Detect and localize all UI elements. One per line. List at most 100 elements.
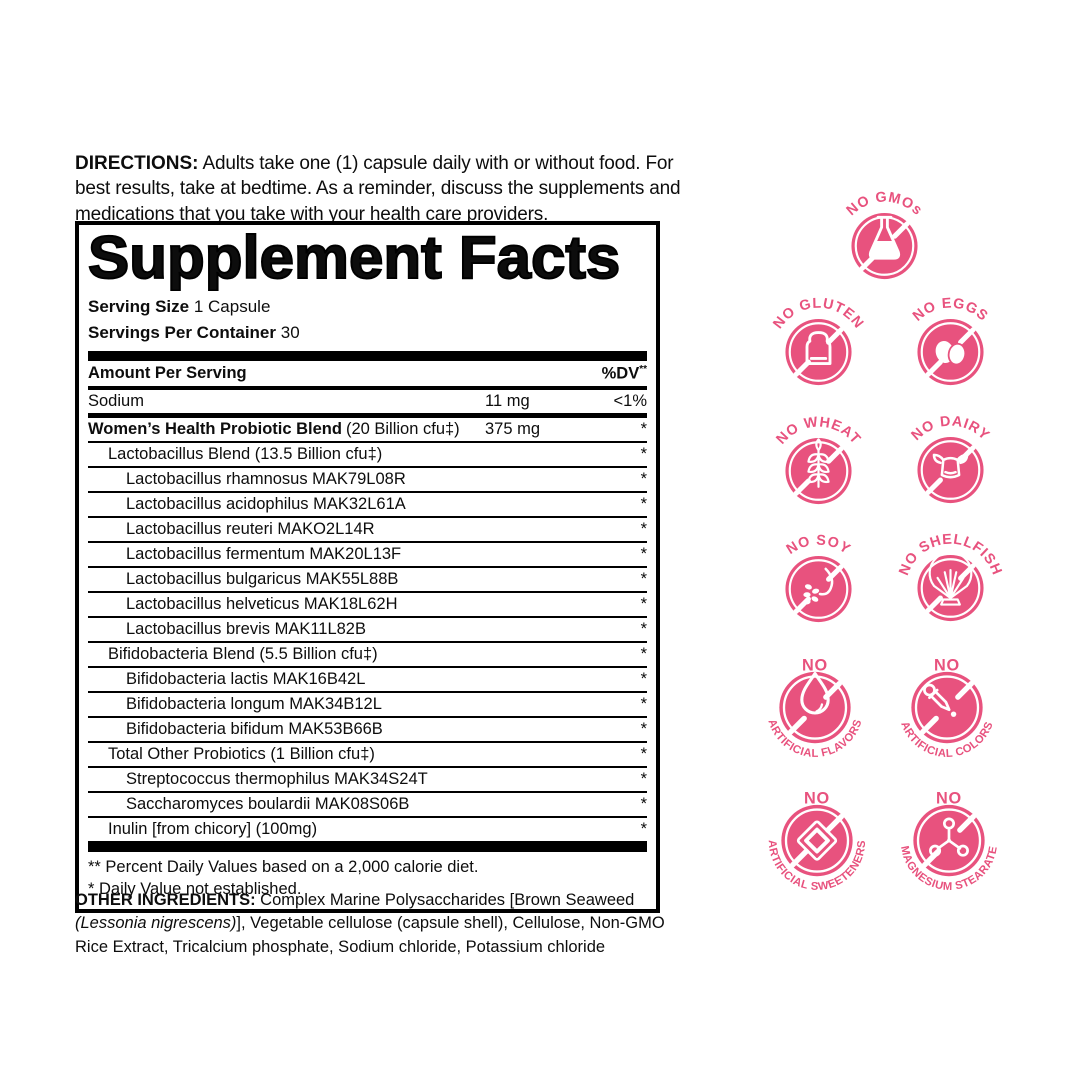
dv-value: * <box>640 595 647 614</box>
badge-arc-label: NO SOY <box>784 532 853 557</box>
table-row: Lactobacillus Blend (13.5 Billion cfu‡) … <box>88 441 647 466</box>
dv-value: <1% <box>613 392 647 411</box>
dv-value: * <box>640 670 647 689</box>
other-ingredients-text: ], Vegetable cellulose (capsule shell), … <box>75 914 665 957</box>
other-ingredients-label: OTHER INGREDIENTS: <box>75 890 256 909</box>
dv-value: * <box>640 820 647 839</box>
droplet-icon <box>800 671 830 715</box>
directions-text: Adults take one (1) capsule daily with o… <box>75 153 681 225</box>
table-row: Bifidobacteria lactis MAK16B42L * <box>88 666 647 691</box>
serving-size-label: Serving Size <box>88 297 190 316</box>
servings-per-container-value: 30 <box>280 323 300 343</box>
table-row: Bifidobacteria Blend (5.5 Billion cfu‡) … <box>88 641 647 666</box>
thick-divider <box>88 841 647 853</box>
svg-text:NO SOY: NO SOY <box>784 532 854 557</box>
badge-no-artificial-flavors: NO ARTIFICIAL FLAVORS <box>765 656 864 760</box>
ingredient-name: Streptococcus thermophilus MAK34S24T <box>126 770 428 789</box>
table-row: Lactobacillus fermentum MAK20L13F * <box>88 541 647 566</box>
supplement-facts-title: Supplement Facts <box>87 224 621 291</box>
eggs-icon <box>935 340 967 366</box>
dv-value: * <box>640 420 647 439</box>
footnote: * Daily Value not established. <box>88 879 302 898</box>
serving-size-value: 1 Capsule <box>193 297 271 316</box>
molecule-icon <box>929 817 969 857</box>
dv-value: * <box>640 570 647 589</box>
table-row: Bifidobacteria bifidum MAK53B66B * <box>88 716 647 741</box>
eyedropper-icon <box>923 683 957 717</box>
table-row: Lactobacillus helveticus MAK18L62H * <box>88 591 647 616</box>
soybean-icon <box>803 567 834 605</box>
dv-value: * <box>640 470 647 489</box>
ingredient-name: Lactobacillus rhamnosus MAK79L08R <box>126 470 406 489</box>
table-row: Bifidobacteria longum MAK34B12L * <box>88 691 647 716</box>
badge-no-wheat: NO WHEAT <box>773 414 863 505</box>
badge-no-magnesium-stearate: NO MAGNESIUM STEARATE <box>898 789 999 893</box>
ingredient-name: Lactobacillus fermentum MAK20L13F <box>126 545 402 564</box>
badge-no-gluten: NO GLUTEN <box>770 296 866 386</box>
table-row: Lactobacillus bulgaricus MAK55L88B * <box>88 566 647 591</box>
badge-no-soy: NO SOY <box>784 532 854 623</box>
table-row: Lactobacillus rhamnosus MAK79L08R * <box>88 466 647 491</box>
dv-value: * <box>640 495 647 514</box>
dv-value: * <box>640 445 647 464</box>
amount-per-serving-header: Amount Per Serving <box>88 364 247 383</box>
supplement-facts-panel: Supplement Facts Serving Size 1 Capsule … <box>75 221 660 913</box>
table-row: Sodium 11 mg <1% <box>88 390 647 413</box>
dv-value: * <box>640 720 647 739</box>
table-row: Total Other Probiotics (1 Billion cfu‡) … <box>88 741 647 766</box>
table-row: Inulin [from chicory] (100mg) * <box>88 816 647 841</box>
badge-no-shellfish: NO SHELLFISH <box>896 531 1004 622</box>
ingredient-name: Sodium <box>88 392 144 411</box>
badge-no-artificial-colors: NO ARTIFICIAL COLORS <box>898 656 995 760</box>
badge-no-label: NO <box>934 656 960 674</box>
wheat-icon <box>807 438 830 488</box>
dv-value: * <box>640 795 647 814</box>
badge-no-gmos: NO GMOs <box>844 189 925 280</box>
badge-no-dairy: NO DAIRY <box>908 413 992 504</box>
badge-no-label: NO <box>936 789 962 807</box>
ingredient-name: Bifidobacteria bifidum MAK53B66B <box>126 720 383 739</box>
ingredient-name: Bifidobacteria lactis MAK16B42L <box>126 670 366 689</box>
footnote: ** Percent Daily Values based on a 2,000… <box>88 858 479 877</box>
ingredient-name: Total Other Probiotics (1 Billion cfu‡) <box>108 745 375 764</box>
directions-label: DIRECTIONS: <box>75 153 199 174</box>
other-ingredients-italic: (Lessonia nigrescens) <box>75 914 237 933</box>
table-header-row: Amount Per Serving %DV** <box>88 361 647 391</box>
table-row: Lactobacillus acidophilus MAK32L61A * <box>88 491 647 516</box>
flask-icon <box>868 215 901 260</box>
ingredient-name: Lactobacillus bulgaricus MAK55L88B <box>126 570 399 589</box>
dv-value: * <box>640 620 647 639</box>
ingredient-name: Bifidobacteria Blend (5.5 Billion cfu‡) <box>108 645 378 664</box>
badge-no-label: NO <box>804 789 830 807</box>
thick-divider <box>88 350 647 361</box>
table-row: Streptococcus thermophilus MAK34S24T * <box>88 766 647 791</box>
ingredient-name: Lactobacillus Blend (13.5 Billion cfu‡) <box>108 445 383 464</box>
table-row: Saccharomyces boulardii MAK08S06B * <box>88 791 647 816</box>
amount-value: 375 mg <box>485 420 541 439</box>
dv-value: * <box>640 520 647 539</box>
badge-no-label: NO <box>802 656 828 674</box>
bread-icon <box>805 331 832 365</box>
ingredient-name: Inulin [from chicory] (100mg) <box>108 820 318 839</box>
dv-value: * <box>640 645 647 664</box>
ingredient-name: Women’s Health Probiotic Blend (20 Billio… <box>88 420 460 439</box>
ingredient-name: Lactobacillus reuteri MAKO2L14R <box>126 520 375 539</box>
table-row: Women’s Health Probiotic Blend (20 Billio… <box>88 413 647 441</box>
other-ingredients-text: Complex Marine Polysaccharides [Brown Se… <box>255 890 635 909</box>
amount-value: 11 mg <box>485 392 530 411</box>
table-row: Lactobacillus reuteri MAKO2L14R * <box>88 516 647 541</box>
ingredient-name: Saccharomyces boulardii MAK08S06B <box>126 795 410 814</box>
ingredient-name: Lactobacillus acidophilus MAK32L61A <box>126 495 406 514</box>
ingredient-name: Lactobacillus helveticus MAK18L62H <box>126 595 398 614</box>
directions-paragraph: DIRECTIONS: Adults take one (1) capsule … <box>75 151 697 227</box>
ingredient-name: Bifidobacteria longum MAK34B12L <box>126 695 382 714</box>
dv-header-sup: ** <box>639 363 647 375</box>
badge-no-artificial-sweeteners: NO ARTIFICIAL SWEETENERS <box>766 789 868 893</box>
other-ingredients-paragraph: OTHER INGREDIENTS: Complex Marine Polysa… <box>75 889 675 961</box>
table-row: Lactobacillus brevis MAK11L82B * <box>88 616 647 641</box>
dv-header: %DV** <box>601 363 647 383</box>
badge-no-eggs: NO EGGS <box>910 295 990 386</box>
serving-size-line: Serving Size 1 Capsule <box>88 294 647 320</box>
sweetener-packet-icon <box>796 820 838 861</box>
